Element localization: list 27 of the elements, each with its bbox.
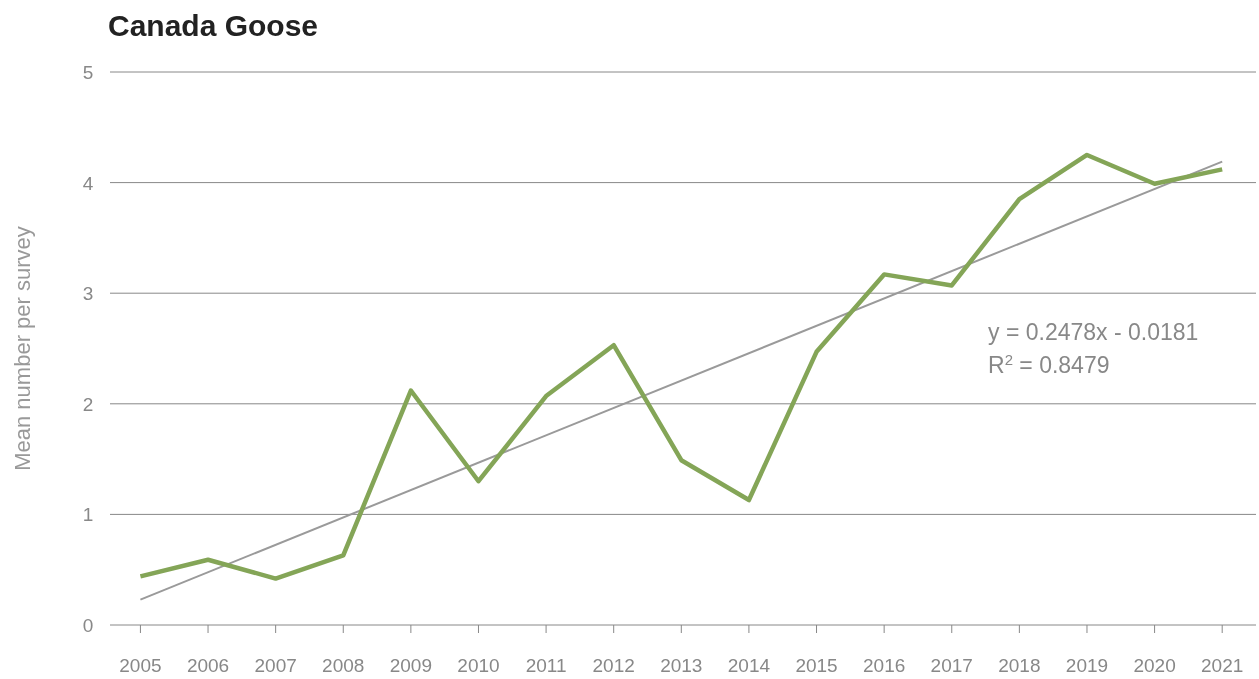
- x-tick-label: 2019: [1065, 655, 1109, 676]
- annotation: R$^{2}$ = 0.8479: [988, 350, 1110, 378]
- x-tick-label: 2017: [930, 655, 973, 676]
- x-tick-label: 2010: [457, 655, 500, 676]
- y-tick-label: 5: [82, 62, 94, 83]
- x-tick-label: 2005: [119, 655, 162, 676]
- x-tick-label: 2008: [322, 655, 365, 676]
- y-tick-label: 0: [82, 615, 94, 636]
- x-tick-label: 2006: [186, 655, 230, 676]
- y-tick-label: 3: [82, 283, 94, 305]
- y-tick-label: 4: [82, 172, 94, 194]
- x-tick-label: 2020: [1133, 655, 1176, 676]
- x-tick-label: 2014: [727, 655, 771, 676]
- x-tick-label: 2015: [795, 655, 838, 676]
- y-axis-title: Mean number per survey: [10, 226, 35, 471]
- x-tick-label: 2012: [592, 655, 635, 676]
- chart-title: Canada Goose: [108, 9, 319, 42]
- y-tick-label: 1: [82, 504, 94, 526]
- x-tick-label: 2018: [998, 655, 1041, 676]
- y-tick-label: 2: [82, 393, 94, 415]
- x-tick-label: 2021: [1201, 655, 1244, 676]
- x-tick-label: 2011: [525, 655, 567, 676]
- x-tick-label: 2013: [660, 655, 703, 676]
- x-tick-label: 2016: [863, 655, 906, 676]
- x-tick-label: 2009: [389, 655, 433, 676]
- x-tick-label: 2007: [254, 655, 297, 676]
- annotation: y = 0.2478x - 0.0181: [988, 319, 1199, 345]
